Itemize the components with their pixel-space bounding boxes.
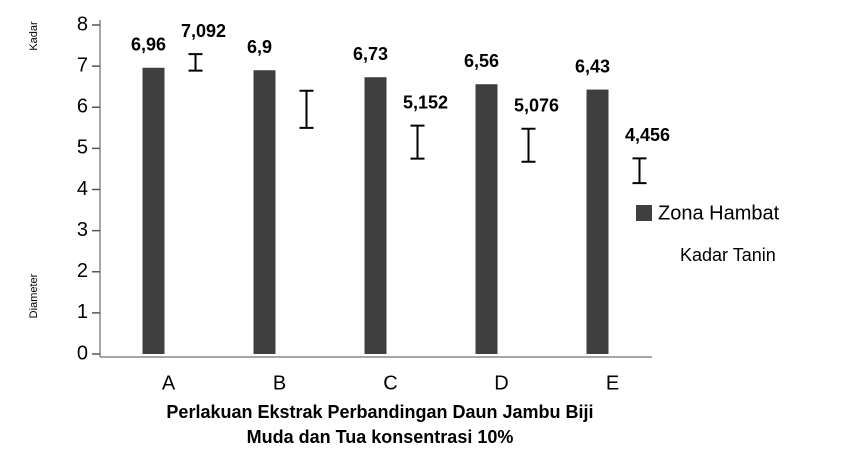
bar-value-label: 6,96 [131,35,166,55]
error-bar [410,124,425,160]
legend-swatch [636,205,652,221]
bar-value-label: 6,9 [247,37,272,57]
error-value-label: 5,152 [403,92,448,112]
y-tick-label: 7 [77,54,88,76]
bar-value-label: 6,43 [575,56,610,76]
y-tick-label: 6 [77,96,88,118]
x-axis-title: Perlakuan Ekstrak Perbandingan Daun Jamb… [166,402,593,422]
error-value-label: 4,456 [625,125,670,145]
y-tick-label: 3 [77,219,88,241]
y-axis-label-top: Kadar [28,21,40,51]
x-tick-label: A [162,372,176,394]
y-tick-label: 2 [77,260,88,282]
error-bar [632,157,647,185]
error-value-label: 7,092 [181,21,226,41]
bar [475,84,498,354]
y-tick-label: 0 [77,342,88,364]
bar [586,89,609,354]
x-tick-label: D [494,372,508,394]
legend-label: Zona Hambat [658,202,780,224]
bar [142,67,165,355]
error-bar [299,89,314,129]
legend-label: Kadar Tanin [680,245,776,265]
x-tick-label: B [273,372,286,394]
x-tick-label: C [383,372,397,394]
error-bar [188,53,203,72]
y-tick-label: 8 [77,13,88,35]
bar [364,77,387,354]
y-tick-label: 5 [77,137,88,159]
bar [253,70,276,355]
bar-value-label: 6,56 [464,51,499,71]
x-tick-label: E [606,372,619,394]
y-tick-label: 1 [77,301,88,323]
error-bar [521,127,536,163]
y-tick-label: 4 [77,178,88,200]
y-axis-label-bottom: Diameter [28,273,40,318]
x-axis-title: Muda dan Tua konsentrasi 10% [247,427,514,447]
bar-value-label: 6,73 [353,44,388,64]
error-value-label: 5,076 [514,96,559,116]
